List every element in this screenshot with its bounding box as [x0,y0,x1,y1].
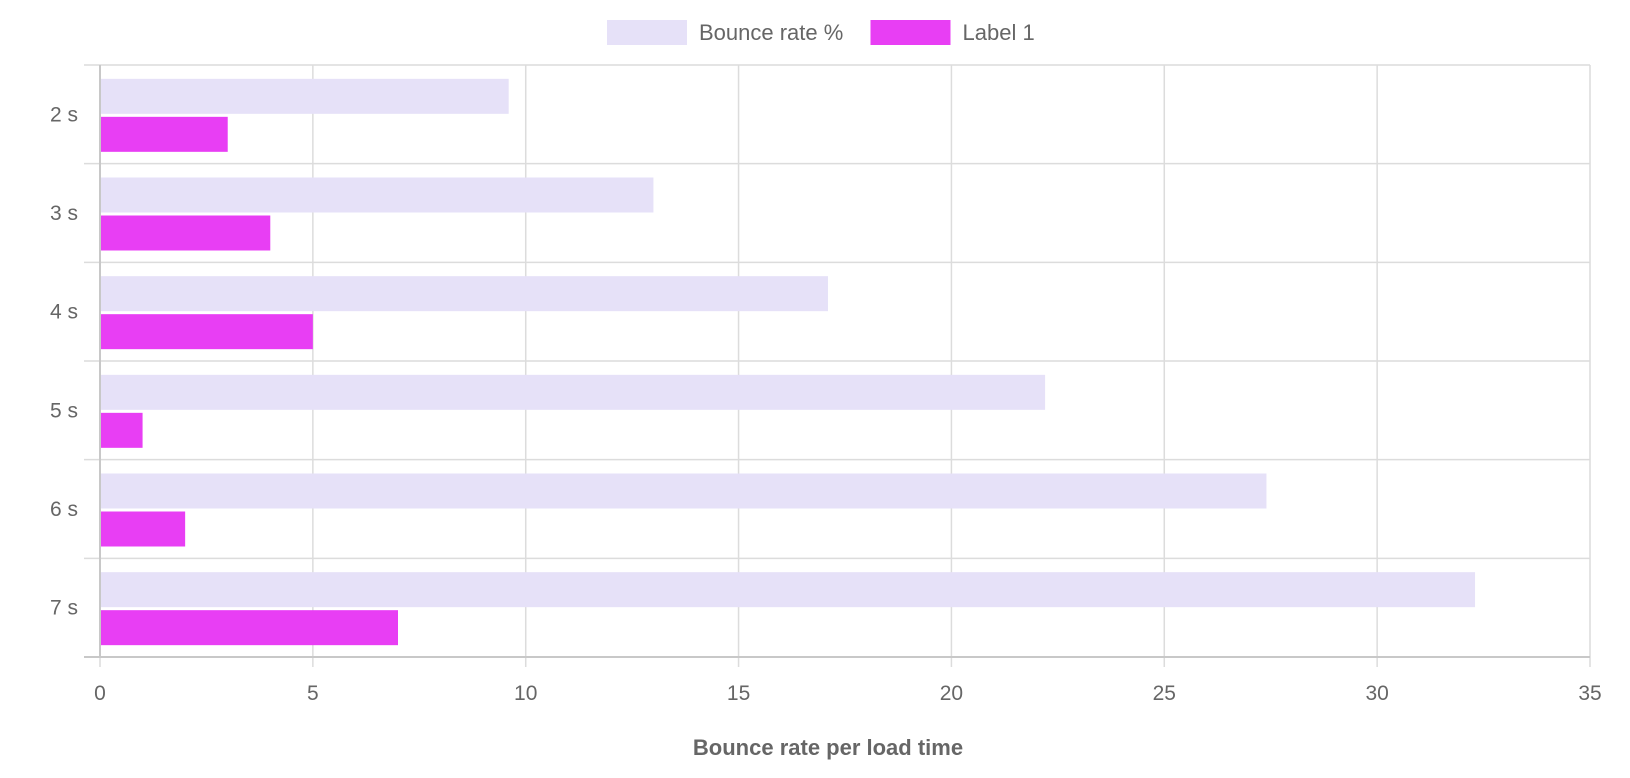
y-tick-label: 3 s [50,202,78,225]
x-tick-label: 15 [727,682,750,705]
bar-bounce-rate [100,177,654,213]
y-tick-label: 6 s [50,498,78,521]
x-tick-label: 0 [94,682,106,705]
x-axis-title: Bounce rate per load time [693,735,963,760]
x-tick-label: 5 [307,682,319,705]
bar-label-1 [100,412,143,448]
bar-bounce-rate [100,276,828,312]
bar-label-1 [100,610,398,646]
y-tick-label: 4 s [50,301,78,324]
x-tick-label: 25 [1153,682,1176,705]
x-tick-label: 20 [940,682,963,705]
legend-label: Bounce rate % [699,20,843,45]
bar-bounce-rate [100,572,1476,608]
bar-bounce-rate [100,78,509,114]
y-tick-label: 5 s [50,399,78,422]
legend-swatch [607,20,687,45]
x-tick-label: 35 [1578,682,1601,705]
bar-bounce-rate [100,374,1046,410]
y-tick-label: 2 s [50,103,78,126]
bar-label-1 [100,215,271,251]
legend-label: Label 1 [963,20,1035,45]
legend: Bounce rate % Label 1 [607,20,1035,45]
x-tick-label: 30 [1365,682,1388,705]
bars [100,78,1476,646]
x-tick-label: 10 [514,682,537,705]
legend-swatch [870,20,951,45]
bar-label-1 [100,116,228,152]
grid-lines [84,64,1591,667]
bar-label-1 [100,511,186,547]
axes: 0 5 10 15 20 25 30 35 2 s 3 s 4 s 5 s 6 s 7 s [50,65,1602,705]
bar-bounce-rate [100,473,1267,509]
y-tick-label: 7 s [50,597,78,620]
bar-label-1 [100,314,313,350]
